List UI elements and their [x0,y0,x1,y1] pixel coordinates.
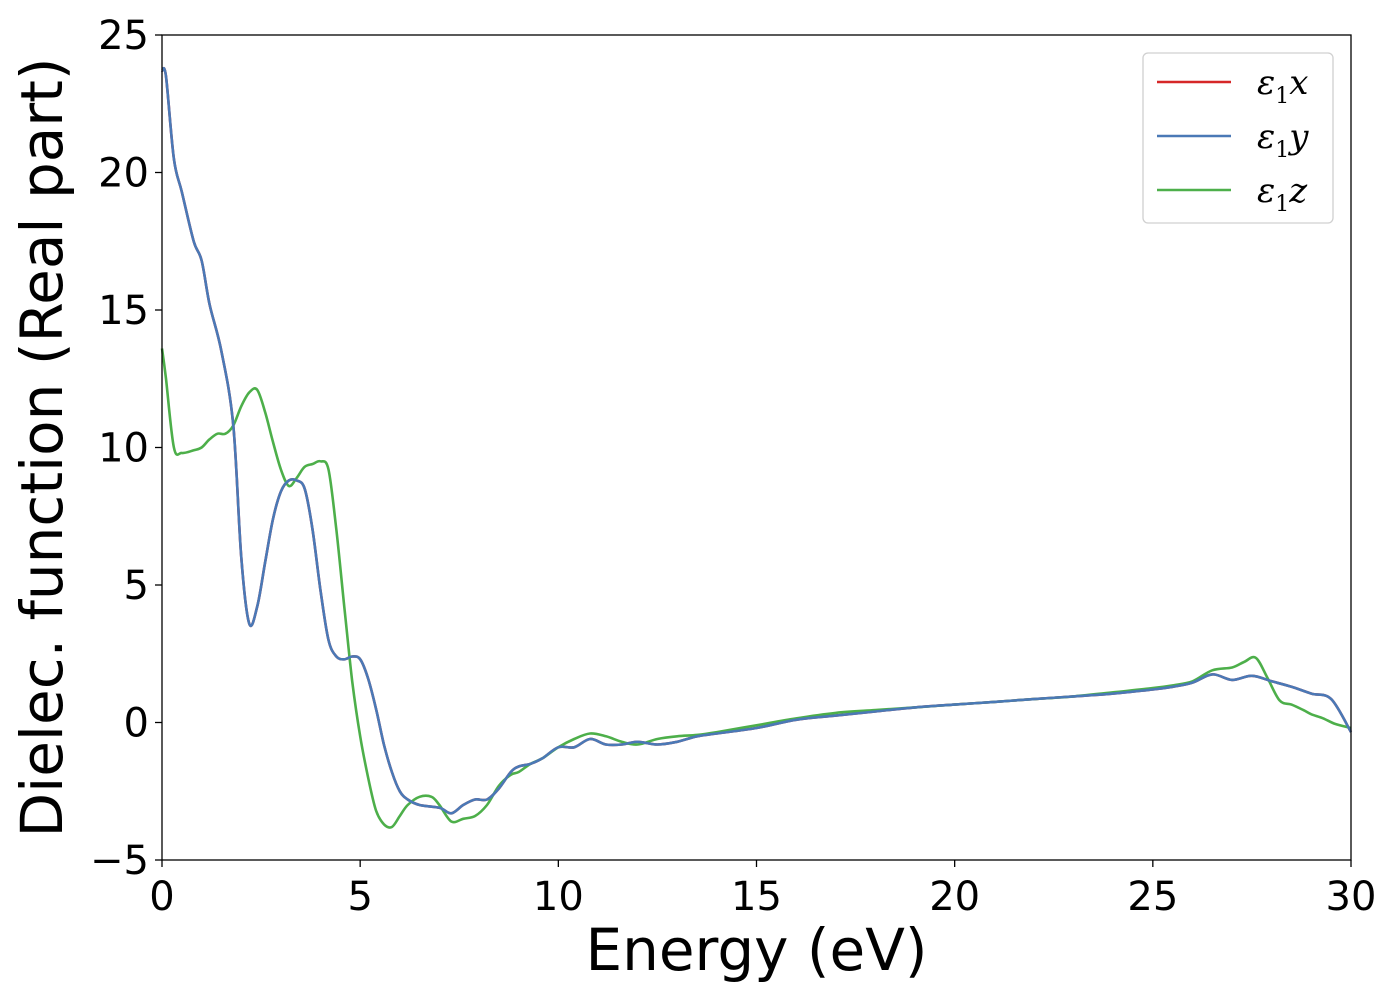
legend-label-tail: y [1287,117,1309,157]
y-tick-label: −5 [90,838,149,884]
legend-label-tail: z [1288,171,1308,211]
x-tick-label: 5 [347,874,372,920]
x-tick-label: 30 [1326,874,1377,920]
x-tick-label: 20 [929,874,980,920]
legend-label-base: ε [1257,63,1275,103]
legend-label-sub: 1 [1275,138,1289,163]
y-tick-label: 15 [98,288,149,334]
y-tick-label: 0 [124,701,149,747]
y-tick-label: 5 [124,563,149,609]
series-line-y [160,67,1353,815]
y-tick-label: 20 [98,151,149,197]
legend-label-base: ε [1257,171,1275,211]
x-tick-label: 25 [1127,874,1178,920]
series-line-z [160,348,1352,829]
x-tick-label: 0 [149,874,174,920]
legend-label-tail: x [1289,63,1308,103]
y-tick-label: 25 [98,13,149,59]
x-tick-label: 10 [533,874,584,920]
series-lines [160,67,1353,829]
plot-frame [161,34,1352,861]
legend-label: ε1x [1257,63,1308,109]
x-tick-label: 15 [731,874,782,920]
legend-label-base: ε [1257,117,1275,157]
y-axis-label: Dielec. function (Real part) [8,57,76,837]
legend-label-sub: 1 [1275,192,1289,217]
x-axis-label: Energy (eV) [585,916,927,984]
legend-label: ε1z [1257,171,1308,217]
legend-label: ε1y [1257,117,1309,163]
legend-box [1142,52,1334,224]
y-tick-label: 10 [98,426,149,472]
legend-label-sub: 1 [1275,84,1289,109]
